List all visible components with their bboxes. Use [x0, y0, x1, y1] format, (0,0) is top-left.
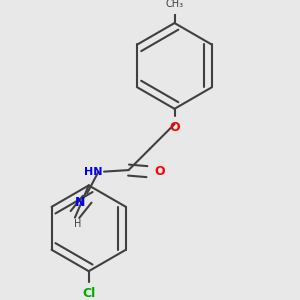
Text: O: O [154, 165, 165, 178]
Text: N: N [75, 196, 86, 209]
Text: CH₃: CH₃ [165, 0, 184, 9]
Text: Cl: Cl [82, 286, 95, 299]
Text: O: O [169, 121, 180, 134]
Text: HN: HN [84, 167, 103, 177]
Text: H: H [74, 219, 82, 229]
